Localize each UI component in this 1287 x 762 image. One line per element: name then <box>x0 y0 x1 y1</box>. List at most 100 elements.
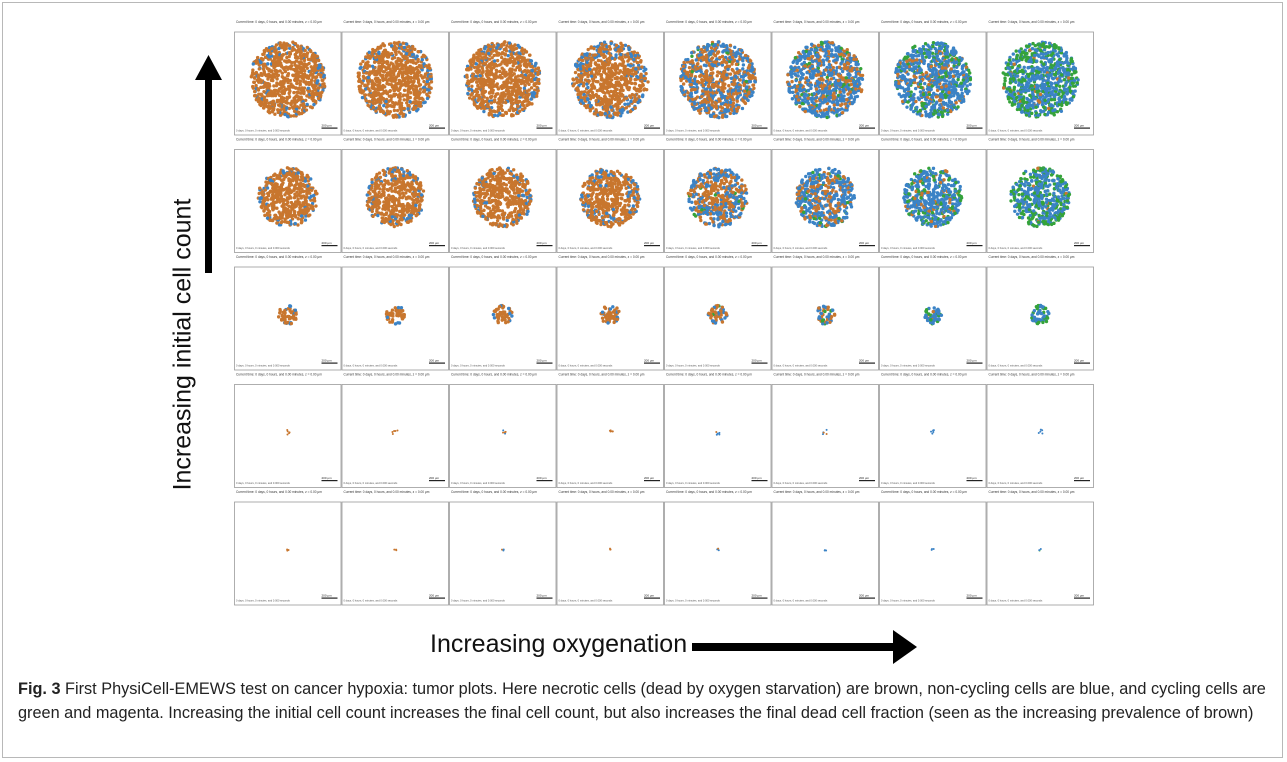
cell <box>691 97 695 102</box>
cell <box>481 81 485 85</box>
cell <box>360 95 365 100</box>
cell <box>614 43 619 48</box>
cell <box>628 94 632 98</box>
cell <box>809 83 814 87</box>
cell <box>823 40 827 44</box>
cell <box>405 101 409 105</box>
cell <box>609 105 613 109</box>
cell <box>421 53 426 58</box>
cell <box>826 42 830 47</box>
cell <box>706 42 710 47</box>
cell <box>503 100 508 105</box>
cell <box>296 72 300 76</box>
cell <box>279 57 284 61</box>
cell <box>259 103 263 108</box>
cell <box>805 93 809 97</box>
cell <box>517 51 521 55</box>
cell <box>741 63 746 67</box>
cell <box>733 78 737 82</box>
cell <box>806 101 810 105</box>
cell <box>810 64 814 69</box>
scale-bar <box>859 127 875 129</box>
cell <box>608 84 612 89</box>
tumor-panel: Current time: 0 days, 0 hours, and 0.00 … <box>234 20 342 136</box>
cell <box>262 85 266 89</box>
cell <box>291 45 295 50</box>
cell <box>633 54 638 58</box>
cell <box>292 109 297 114</box>
cell <box>814 87 819 91</box>
cell <box>820 42 824 46</box>
cell <box>858 73 863 78</box>
cell <box>420 68 424 72</box>
cell <box>535 94 539 98</box>
cell <box>848 90 852 94</box>
cell <box>406 107 410 111</box>
cell <box>487 72 491 76</box>
cell <box>420 76 425 80</box>
cell <box>695 95 700 99</box>
cell <box>786 73 790 77</box>
cell <box>357 77 362 81</box>
cell <box>689 73 694 78</box>
cell <box>302 89 306 94</box>
cell <box>854 74 858 79</box>
cell <box>837 82 841 86</box>
cell <box>618 91 622 96</box>
cell <box>520 107 525 112</box>
cell <box>402 70 406 74</box>
scale-bar-label: 200 μm <box>967 124 978 128</box>
cell <box>252 89 257 94</box>
cell <box>419 104 423 108</box>
cell <box>710 99 714 104</box>
cell <box>642 88 646 92</box>
cell <box>476 105 480 109</box>
cell <box>735 67 739 71</box>
cell <box>371 47 375 52</box>
cell <box>361 59 365 64</box>
cell <box>580 75 584 79</box>
cell <box>298 79 303 83</box>
cell <box>734 107 739 111</box>
cell <box>267 73 272 78</box>
cell <box>606 89 610 94</box>
cell <box>740 48 744 53</box>
cell <box>494 71 498 76</box>
cell <box>481 101 485 105</box>
cell <box>500 51 505 55</box>
cell <box>615 83 619 87</box>
cell <box>259 85 263 90</box>
cell <box>381 50 385 55</box>
cell <box>490 62 494 67</box>
cell <box>804 76 809 80</box>
cell <box>832 88 836 92</box>
cell <box>813 69 817 73</box>
cell <box>582 81 586 85</box>
cell <box>854 62 858 67</box>
cell <box>743 101 748 106</box>
cell <box>610 56 614 60</box>
cell <box>470 84 474 88</box>
cell <box>705 48 709 52</box>
cell <box>308 105 313 109</box>
cell <box>394 84 398 89</box>
cell <box>252 80 257 85</box>
cell <box>804 45 808 50</box>
cell <box>262 97 267 102</box>
cell <box>302 58 307 63</box>
cell <box>309 78 314 82</box>
cell <box>714 105 718 109</box>
cell <box>500 86 504 91</box>
cell <box>742 95 746 100</box>
cell <box>310 72 315 77</box>
scale-bar-label: 200 μm <box>322 124 333 128</box>
cell <box>610 65 615 70</box>
panel-header-text: Current time: 0 days, 0 hours, and 0.00 … <box>559 20 645 24</box>
cell <box>293 104 297 108</box>
cell <box>522 56 526 60</box>
cell <box>502 59 507 64</box>
cell <box>611 84 615 89</box>
cell <box>807 61 812 65</box>
cell <box>698 74 702 78</box>
cell <box>821 48 826 52</box>
